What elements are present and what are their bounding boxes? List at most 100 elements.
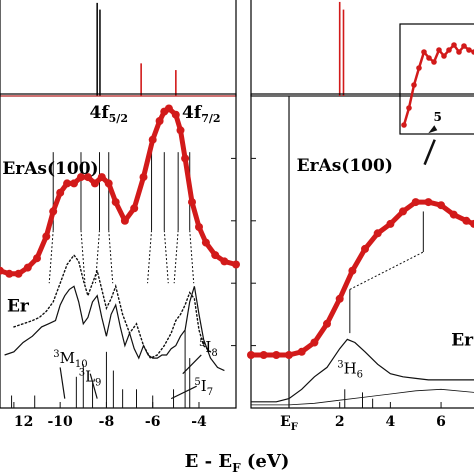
right-erAs-point-15 [437, 201, 446, 210]
right-series-label-0: ErAs(100) [297, 156, 393, 176]
right-erAs-point-14 [424, 198, 433, 207]
inset-erAs-point-8 [441, 53, 447, 59]
left-term-label-3: 5I7 [194, 377, 213, 398]
inset-erAs-point-3 [416, 65, 422, 71]
inset-frame [399, 23, 474, 135]
left-erAs-point-16 [120, 216, 129, 225]
left-erAs-point-29 [211, 251, 220, 260]
left-erAs-point-14 [104, 179, 113, 188]
inset-erAs-point-1 [406, 105, 412, 111]
left-pointer-arrow-1 [89, 373, 98, 399]
left-erAs-line [0, 106, 239, 277]
left-marker-connector-1 [80, 230, 86, 284]
peak-label-1: 4f7/2 [182, 103, 220, 125]
left-erAs-point-25 [181, 154, 190, 163]
left-erAs-point-12 [90, 179, 99, 188]
right-x-tick-label-3: 6 [436, 414, 446, 430]
inset-erAs-point-7 [436, 47, 442, 53]
left-marker-connector-3 [108, 230, 114, 284]
left-erAs-point-3 [23, 263, 32, 272]
right-main-frame [250, 93, 474, 409]
right-arrow-label: 5 [433, 110, 441, 124]
right-series-label-1: Er [451, 331, 474, 351]
left-erAs-point-11 [83, 173, 92, 182]
left-marker-connector-7 [189, 230, 195, 284]
right-term-label-0: 3H6 [337, 360, 363, 381]
inset-panel [399, 23, 474, 135]
left-pointer-arrow-0 [59, 367, 66, 399]
right-top-panel [250, 0, 474, 97]
inset-erAs-point-4 [421, 49, 427, 55]
inset-erAs-point-13 [466, 47, 472, 53]
left-x-tick-label-3: -6 [145, 414, 161, 430]
right-x-tick-label-2: 4 [386, 414, 396, 430]
inset-erAs-point-14 [471, 49, 474, 55]
right-erAs-point-9 [361, 244, 369, 253]
left-erAs-point-10 [77, 173, 85, 182]
left-term-label-2: 5I8 [199, 338, 218, 359]
right-erAs-point-5 [310, 338, 319, 347]
left-erAs-point-13 [97, 173, 106, 182]
inset-erAs-point-0 [401, 122, 407, 128]
left-x-tick-label-0: 12 [14, 414, 33, 430]
left-erAs-point-18 [139, 173, 148, 182]
left-marker-connector-6 [173, 230, 179, 284]
right-erAs-point-0 [247, 351, 255, 359]
right-erAs-point-11 [386, 219, 395, 228]
right-erAs-point-17 [462, 216, 471, 225]
left-main-frame [0, 93, 237, 409]
right-arrow-head [428, 125, 438, 134]
right-er-line-1 [251, 338, 474, 403]
right-erAs-point-1 [259, 351, 268, 359]
left-term-label-1: 3L9 [79, 368, 102, 389]
left-erAs-point-9 [70, 179, 78, 188]
left-x-tick-label-2: -8 [99, 414, 115, 430]
left-erAs-point-5 [42, 232, 51, 241]
inset-erAs-point-11 [456, 49, 462, 55]
right-erAs-point-7 [335, 294, 344, 303]
left-pointer-arrow-2 [182, 354, 202, 375]
left-marker-connector-5 [163, 230, 169, 284]
left-top-panel [0, 0, 237, 97]
left-series-label-0: ErAs(100) [2, 159, 98, 179]
peak-label-0: 4f5/2 [90, 103, 128, 125]
left-erAs-point-17 [130, 204, 139, 213]
left-erAs-point-27 [195, 223, 203, 231]
left-marker-connector-4 [147, 230, 153, 284]
right-erAs-point-2 [272, 351, 281, 359]
right-erAs-point-4 [297, 347, 306, 356]
left-erAs-point-2 [14, 269, 23, 278]
left-erAs-point-4 [33, 254, 41, 263]
left-pointer-arrow-3 [170, 385, 197, 400]
x-axis-label: E - EF (eV) [185, 451, 290, 474]
left-erAs-point-0 [0, 266, 4, 275]
left-erAs-point-26 [188, 198, 196, 207]
left-erAs-point-19 [148, 135, 157, 144]
inset-erAs-point-6 [431, 59, 437, 65]
left-x-tick-label-1: -10 [48, 414, 74, 430]
right-er-thin-line-2 [251, 388, 474, 406]
left-erAs-point-15 [111, 198, 120, 207]
left-erAs-point-8 [63, 179, 72, 188]
right-erAs-point-16 [449, 210, 458, 219]
right-x-tick-label-1: 2 [335, 414, 345, 430]
inset-erAs-point-12 [461, 43, 467, 49]
right-arrow-shaft [423, 139, 436, 166]
left-erAs-point-22 [164, 104, 173, 113]
right-erAs-point-6 [323, 319, 331, 328]
right-erAs-point-13 [411, 198, 420, 207]
right-x-tick-label-0: EF [280, 414, 298, 433]
right-erAs-point-18 [470, 219, 474, 228]
left-erAs-point-20 [155, 117, 164, 125]
left-top-frame [0, 0, 237, 97]
left-erAs-point-7 [56, 188, 65, 197]
left-erAs-point-6 [49, 207, 58, 216]
right-main-panel: EF 2 4 6 ErAs(100) Er 3H6 5 [247, 93, 474, 433]
right-erAs-point-10 [373, 229, 382, 238]
inset-erAs-point-9 [446, 47, 452, 53]
right-marker-connector-0 [349, 251, 424, 290]
left-er-line-2 [4, 285, 225, 372]
left-erAs-point-1 [5, 269, 14, 278]
